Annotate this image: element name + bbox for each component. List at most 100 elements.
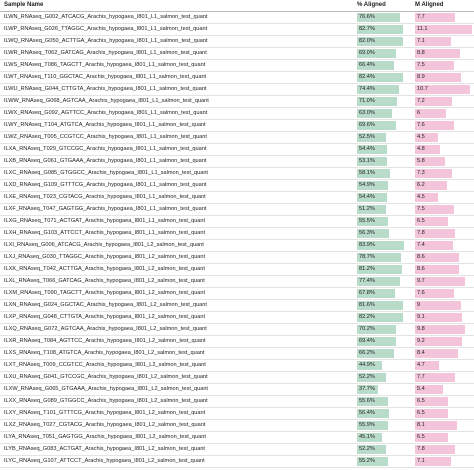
sample-name: ILYC_RNAseq_G107_ATTCCT_Arachis_hypogaea… <box>4 458 205 464</box>
m-aligned-bar <box>415 301 462 310</box>
pct-aligned-value: 82.0% <box>359 38 375 44</box>
m-aligned-cell: 6.5 <box>415 396 472 407</box>
sample-name: ILXF_RNAseq_T047_GAGTGG_Arachis_hypogaea… <box>4 206 207 212</box>
table-row: ILXJ_RNAseq_G030_TTAGGC_Arachis_hypogaea… <box>0 252 474 264</box>
table-row: ILYA_RNAseq_T051_GAGTGG_Arachis_hypogaea… <box>0 432 474 444</box>
m-aligned-cell: 5.8 <box>415 156 472 167</box>
pct-aligned-cell: 82.2% <box>357 312 413 323</box>
pct-aligned-bar <box>357 289 395 298</box>
pct-aligned-cell: 67.8% <box>357 288 413 299</box>
table-row: ILXK_RNAseq_T042_ACTTGA_Arachis_hypogaea… <box>0 264 474 276</box>
pct-aligned-value: 52.2% <box>359 374 375 380</box>
pct-aligned-bar <box>357 109 393 118</box>
m-aligned-bar <box>415 385 443 394</box>
pct-aligned-bar <box>357 397 389 406</box>
m-aligned-value: 6 <box>417 110 421 116</box>
table-row: ILXZ_RNAseq_T027_CGTACG_Arachis_hypogaea… <box>0 420 474 432</box>
sample-name: ILXD_RNAseq_G109_GTTTCG_Arachis_hypogaea… <box>4 182 207 188</box>
m-aligned-value: 8.8 <box>417 50 425 56</box>
pct-aligned-cell: 52.5% <box>357 132 413 143</box>
m-aligned-cell: 11.1 <box>415 24 472 35</box>
pct-aligned-cell: 52.2% <box>357 444 413 455</box>
table-row: ILWN_RNAseq_G002_ATCACG_Arachis_hypogaea… <box>0 12 474 24</box>
table-row: ILXG_RNAseq_T071_ACTGAT_Arachis_hypogaea… <box>0 216 474 228</box>
m-aligned-value: 9.2 <box>417 338 425 344</box>
m-aligned-value: 8.9 <box>417 74 425 80</box>
pct-aligned-value: 54.4% <box>359 194 375 200</box>
m-aligned-bar <box>415 37 452 46</box>
m-aligned-value: 9.1 <box>417 314 425 320</box>
pct-aligned-cell: 76.6% <box>357 12 413 23</box>
m-aligned-bar <box>415 217 449 226</box>
pct-aligned-bar <box>357 157 387 166</box>
m-aligned-bar <box>415 241 453 250</box>
pct-aligned-cell: 82.4% <box>357 72 413 83</box>
m-aligned-cell: 5.4 <box>415 384 472 395</box>
pct-aligned-bar <box>357 49 396 58</box>
pct-aligned-bar <box>357 337 396 346</box>
pct-aligned-cell: 55.9% <box>357 420 413 431</box>
pct-aligned-value: 66.2% <box>359 350 375 356</box>
pct-aligned-value: 69.6% <box>359 122 375 128</box>
sample-name: ILXZ_RNAseq_T027_CGTACG_Arachis_hypogaea… <box>4 422 206 428</box>
header-cell[interactable]: M Aligned <box>415 2 444 8</box>
m-aligned-cell: 7.8 <box>415 228 472 239</box>
pct-aligned-cell: 55.5% <box>357 216 413 227</box>
pct-aligned-value: 74.4% <box>359 86 375 92</box>
sample-name: ILXR_RNAseq_T084_AGTTCC_Arachis_hypogaea… <box>4 338 206 344</box>
m-aligned-cell: 7.3 <box>415 168 472 179</box>
table-row: ILXE_RNAseq_T023_CGTACG_Arachis_hypogaea… <box>0 192 474 204</box>
pct-aligned-value: 69.0% <box>359 50 375 56</box>
m-aligned-value: 6.5 <box>417 434 425 440</box>
pct-aligned-value: 58.1% <box>359 170 375 176</box>
pct-aligned-bar <box>357 457 388 466</box>
m-aligned-bar <box>415 325 466 334</box>
m-aligned-value: 7.7 <box>417 374 425 380</box>
m-aligned-cell: 7.6 <box>415 288 472 299</box>
m-aligned-bar <box>415 169 453 178</box>
m-aligned-bar <box>415 121 455 130</box>
pct-aligned-cell: 77.4% <box>357 276 413 287</box>
m-aligned-bar <box>415 133 439 142</box>
pct-aligned-bar <box>357 421 389 430</box>
table-row: ILWX_RNAseq_G092_AGTTCC_Arachis_hypogaea… <box>0 108 474 120</box>
table-row: ILWQ_RNAseq_G050_ACTTGA_Arachis_hypogaea… <box>0 36 474 48</box>
pct-aligned-cell: 69.6% <box>357 120 413 131</box>
pct-aligned-bar <box>357 325 397 334</box>
m-aligned-value: 7.6 <box>417 122 425 128</box>
sample-name: ILXT_RNAseq_T009_CCGTCC_Arachis_hypogaea… <box>4 362 206 368</box>
m-aligned-cell: 8.1 <box>415 420 472 431</box>
table-row: ILWZ_RNAseq_T005_CCGTCC_Arachis_hypogaea… <box>0 132 474 144</box>
pct-aligned-bar <box>357 133 387 142</box>
m-aligned-value: 8.6 <box>417 254 425 260</box>
sample-name: ILWX_RNAseq_G092_AGTTCC_Arachis_hypogaea… <box>4 110 208 116</box>
m-aligned-bar <box>415 289 455 298</box>
header-cell[interactable]: Sample Name <box>4 2 44 8</box>
header-cell[interactable]: % Aligned <box>357 2 386 8</box>
sample-name: ILXI_RNAseq_G006_ATCACG_Arachis_hypogaea… <box>4 242 204 248</box>
m-aligned-cell: 7.2 <box>415 96 472 107</box>
table-row: ILWW_RNAseq_G068_AGTCAA_Arachis_hypogaea… <box>0 96 474 108</box>
pct-aligned-bar <box>357 277 401 286</box>
pct-aligned-bar <box>357 445 387 454</box>
pct-aligned-value: 82.2% <box>359 314 375 320</box>
table-row: ILWR_RNAseq_T062_GATCAG_Arachis_hypogaea… <box>0 48 474 60</box>
pct-aligned-value: 78.7% <box>359 254 375 260</box>
pct-aligned-cell: 53.1% <box>357 156 413 167</box>
table-row: ILWS_RNAseq_T086_TAGCTT_Arachis_hypogaea… <box>0 60 474 72</box>
m-aligned-cell: 6.5 <box>415 408 472 419</box>
pct-aligned-value: 71.0% <box>359 98 375 104</box>
m-aligned-value: 9.8 <box>417 326 425 332</box>
pct-aligned-cell: 69.0% <box>357 48 413 59</box>
table-row: ILXP_RNAseq_G048_CTTGTA_Arachis_hypogaea… <box>0 312 474 324</box>
pct-aligned-value: 67.8% <box>359 290 375 296</box>
table-row: ILXR_RNAseq_T084_AGTTCC_Arachis_hypogaea… <box>0 336 474 348</box>
pct-aligned-value: 51.2% <box>359 206 375 212</box>
pct-aligned-bar <box>357 433 383 442</box>
pct-aligned-value: 55.6% <box>359 398 375 404</box>
pct-aligned-cell: 55.6% <box>357 396 413 407</box>
table-row: ILXC_RNAseq_G085_GTGGCC_Arachis_hypogaea… <box>0 168 474 180</box>
pct-aligned-cell: 44.9% <box>357 360 413 371</box>
pct-aligned-bar <box>357 169 390 178</box>
table-row: ILXS_RNAseq_T108_ATGTCA_Arachis_hypogaea… <box>0 348 474 360</box>
